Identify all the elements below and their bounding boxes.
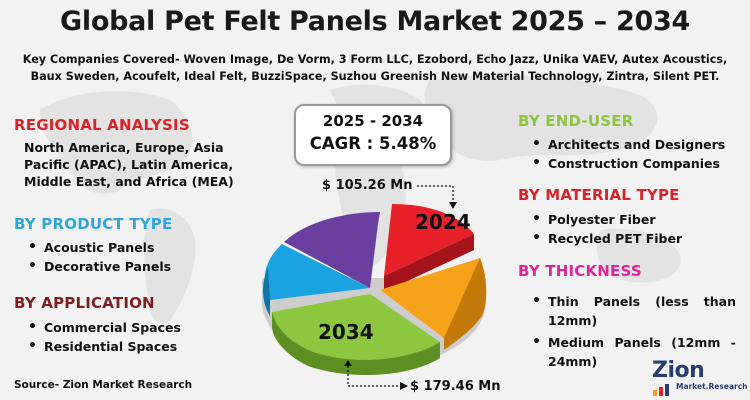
list-item: Residential Spaces — [24, 337, 181, 356]
pie-chart — [262, 204, 487, 376]
pie-slice-red — [384, 204, 474, 276]
list-item: Medium Panels (12mm - 24mm) — [528, 333, 736, 371]
pie-slice-blue — [264, 244, 370, 300]
list-item: Commercial Spaces — [24, 318, 181, 337]
regional-analysis-text: North America, Europe, Asia Pacific (APA… — [24, 140, 234, 189]
list-item: Construction Companies — [528, 154, 725, 173]
list-item: Polyester Fiber — [528, 210, 682, 229]
product-type-heading: BY PRODUCT TYPE — [14, 215, 173, 233]
application-list: Commercial Spaces Residential Spaces — [24, 318, 181, 356]
end-value-arrow — [344, 360, 408, 390]
cagr-value: CAGR : 5.48% — [309, 134, 437, 153]
thickness-list: Thin Panels (less than 12mm) Medium Pane… — [528, 292, 736, 371]
logo-main-text: Zion — [652, 358, 705, 383]
source-text: Source- Zion Market Research — [14, 379, 193, 391]
zion-logo: Zion Market.Research — [652, 358, 748, 396]
cagr-years: 2025 - 2034 — [322, 112, 424, 130]
material-type-list: Polyester Fiber Recycled PET Fiber — [528, 210, 682, 248]
end-user-heading: BY END-USER — [518, 112, 634, 130]
pie-slice-purple — [284, 212, 380, 288]
material-type-heading: BY MATERIAL TYPE — [518, 186, 680, 204]
logo-bars-icon — [653, 384, 669, 396]
list-item: Acoustic Panels — [24, 238, 171, 257]
thickness-heading: BY THICKNESS — [518, 262, 642, 280]
start-value-arrow — [417, 185, 457, 209]
list-item: Decorative Panels — [24, 257, 171, 276]
list-item: Thin Panels (less than 12mm) — [528, 292, 736, 330]
start-value-label: $ 105.26 Mn — [322, 178, 413, 193]
page-title: Global Pet Felt Panels Market 2025 – 203… — [60, 6, 690, 37]
logo-sub-text: Market.Research — [676, 382, 748, 391]
cagr-box: 2025 - 2034 CAGR : 5.48% — [294, 104, 452, 166]
pie-slice-green — [272, 294, 440, 360]
application-heading: BY APPLICATION — [14, 294, 155, 312]
pie-label-start-year: 2024 — [415, 210, 471, 234]
key-companies-text: Key Companies Covered- Woven Image, De V… — [22, 53, 728, 83]
list-item: Recycled PET Fiber — [528, 229, 682, 248]
list-item: Architects and Designers — [528, 135, 725, 154]
end-user-list: Architects and Designers Construction Co… — [528, 135, 725, 173]
end-value-label: $ 179.46 Mn — [410, 379, 501, 394]
product-type-list: Acoustic Panels Decorative Panels — [24, 238, 171, 276]
regional-analysis-heading: REGIONAL ANALYSIS — [14, 116, 190, 134]
pie-label-end-year: 2034 — [318, 320, 374, 344]
